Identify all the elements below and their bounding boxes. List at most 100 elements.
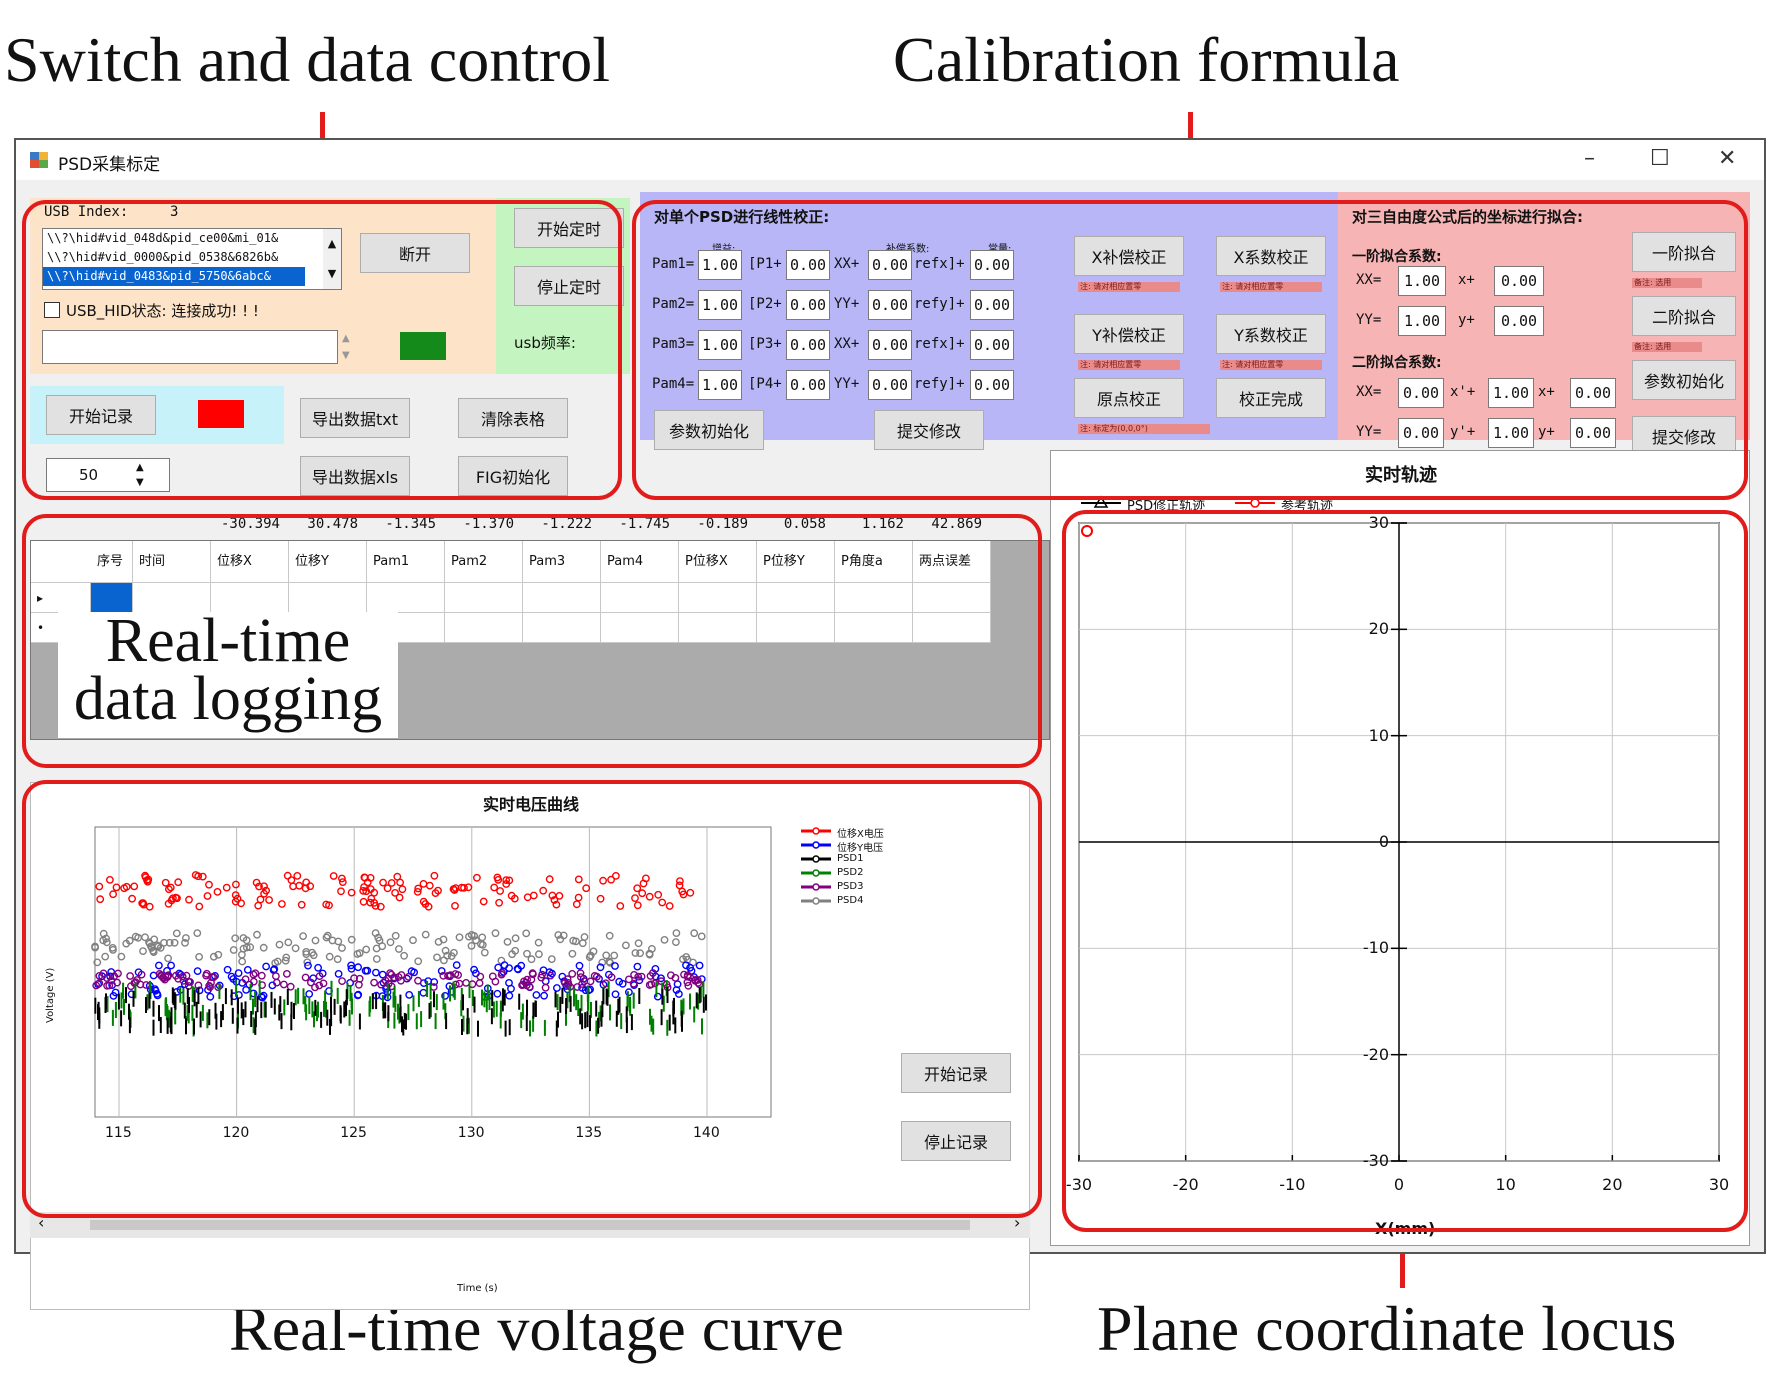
gain-input[interactable]: 1.00 [698,370,742,400]
table-cell[interactable] [913,583,991,613]
scrollbar-thumb[interactable] [90,1220,970,1230]
p-input[interactable]: 0.00 [786,370,830,400]
device-list[interactable]: \\?\hid#vid_048d&pid_ce00&mi_01& \\?\hid… [42,228,342,290]
column-header[interactable]: P位移Y [757,541,835,583]
start-record-button[interactable]: 开始记录 [46,395,156,435]
gain-input[interactable]: 1.00 [698,330,742,360]
table-cell[interactable] [523,583,601,613]
device-list-item[interactable]: \\?\hid#vid_048d&pid_ce00&mi_01& [47,231,279,245]
const-input[interactable]: 0.00 [970,250,1014,280]
p-input[interactable]: 0.00 [786,250,830,280]
device-list-item[interactable]: \\?\hid#vid_0000&pid_0538&6826b& [47,250,279,264]
chart-start-record-button[interactable]: 开始记录 [901,1053,1011,1093]
column-header[interactable]: Pam4 [601,541,679,583]
fit-a-input[interactable]: 0.00 [1398,378,1444,408]
device-list-item-selected[interactable]: \\?\hid#vid_0483&pid_5750&6abc& [43,267,305,286]
gain-input[interactable]: 1.00 [698,250,742,280]
row-header[interactable]: ▸ [31,583,91,613]
start-timer-button[interactable]: 开始定时 [514,208,624,248]
table-cell[interactable] [601,583,679,613]
table-cell[interactable] [679,613,757,643]
const-input[interactable]: 0.00 [970,370,1014,400]
chart-stop-record-button[interactable]: 停止记录 [901,1121,1011,1161]
table-cell[interactable] [601,613,679,643]
maximize-button[interactable]: ☐ [1650,146,1670,171]
usb-status-checkbox[interactable] [44,302,60,318]
chevron-up-icon[interactable]: ▲ [342,333,350,344]
minimize-button[interactable]: – [1584,146,1595,171]
const-input[interactable]: 0.00 [970,330,1014,360]
column-header[interactable]: 两点误差 [913,541,991,583]
table-cell[interactable] [679,583,757,613]
fit-b-input[interactable]: 1.00 [1488,418,1534,448]
table-cell[interactable] [757,583,835,613]
export-txt-button[interactable]: 导出数据txt [300,398,410,438]
chevron-down-icon[interactable]: ▼ [136,477,144,488]
comp-input[interactable]: 0.00 [868,290,912,320]
fig-init-button[interactable]: FIG初始化 [458,456,568,496]
table-cell[interactable] [91,583,133,613]
calibration-done-button[interactable]: 校正完成 [1216,378,1326,418]
table-cell[interactable] [835,613,913,643]
chevron-up-icon[interactable]: ▲ [136,462,144,473]
table-cell[interactable] [445,613,523,643]
table-cell[interactable] [757,613,835,643]
fit-b-input[interactable]: 0.00 [1494,306,1544,336]
clear-table-button[interactable]: 清除表格 [458,398,568,438]
freq-input[interactable] [42,330,338,364]
const-input[interactable]: 0.00 [970,290,1014,320]
table-cell[interactable] [289,583,367,613]
column-header[interactable]: 时间 [133,541,211,583]
column-header[interactable]: Pam2 [445,541,523,583]
table-cell[interactable] [133,583,211,613]
origin-calibrate-button[interactable]: 原点校正 [1074,378,1184,418]
list-scrollbar[interactable]: ▲ ▼ [323,229,341,289]
x-comp-button[interactable]: X补偿校正 [1074,236,1184,276]
second-fit-button[interactable]: 二阶拟合 [1632,296,1736,336]
first-fit-button[interactable]: 一阶拟合 [1632,232,1736,272]
chevron-right-icon[interactable]: › [1014,1213,1021,1232]
fit-submit-button[interactable]: 提交修改 [1632,416,1736,456]
fit-a-input[interactable]: 1.00 [1398,306,1446,336]
table-cell[interactable] [367,583,445,613]
table-cell[interactable] [835,583,913,613]
fit-param-init-button[interactable]: 参数初始化 [1632,360,1736,400]
table-cell[interactable] [211,583,289,613]
p-input[interactable]: 0.00 [786,290,830,320]
chevron-left-icon[interactable]: ‹ [38,1213,45,1232]
comp-input[interactable]: 0.00 [868,250,912,280]
fit-c-input[interactable]: 0.00 [1570,378,1616,408]
gain-input[interactable]: 1.00 [698,290,742,320]
freq-spinner[interactable]: ▲ ▼ [342,330,358,364]
comp-input[interactable]: 0.00 [868,330,912,360]
fit-b-input[interactable]: 0.00 [1494,266,1544,296]
comp-input[interactable]: 0.00 [868,370,912,400]
submit-change-button[interactable]: 提交修改 [874,410,984,450]
column-header[interactable]: P位移X [679,541,757,583]
column-header[interactable]: 位移Y [289,541,367,583]
table-cell[interactable] [445,583,523,613]
record-count-spinner[interactable]: ▲ ▼ [136,460,152,490]
table-cell[interactable] [523,613,601,643]
y-comp-button[interactable]: Y补偿校正 [1074,314,1184,354]
fit-a-input[interactable]: 1.00 [1398,266,1446,296]
column-header[interactable]: Pam3 [523,541,601,583]
chevron-down-icon[interactable]: ▼ [327,267,337,280]
close-button[interactable]: ✕ [1718,146,1737,171]
column-header[interactable]: Pam1 [367,541,445,583]
fit-c-input[interactable]: 0.00 [1570,418,1616,448]
chevron-up-icon[interactable]: ▲ [327,237,337,250]
column-header[interactable]: 序号 [91,541,133,583]
x-coef-button[interactable]: X系数校正 [1216,236,1326,276]
record-count-input[interactable]: 50 [46,458,170,492]
fit-b-input[interactable]: 1.00 [1488,378,1534,408]
chevron-down-icon[interactable]: ▼ [342,350,350,361]
column-header[interactable]: P角度a [835,541,913,583]
p-input[interactable]: 0.00 [786,330,830,360]
table-cell[interactable] [913,613,991,643]
horizontal-scrollbar[interactable]: ‹ › [30,1212,1030,1238]
stop-timer-button[interactable]: 停止定时 [514,266,624,306]
disconnect-button[interactable]: 断开 [360,233,470,273]
column-header[interactable]: 位移X [211,541,289,583]
y-coef-button[interactable]: Y系数校正 [1216,314,1326,354]
